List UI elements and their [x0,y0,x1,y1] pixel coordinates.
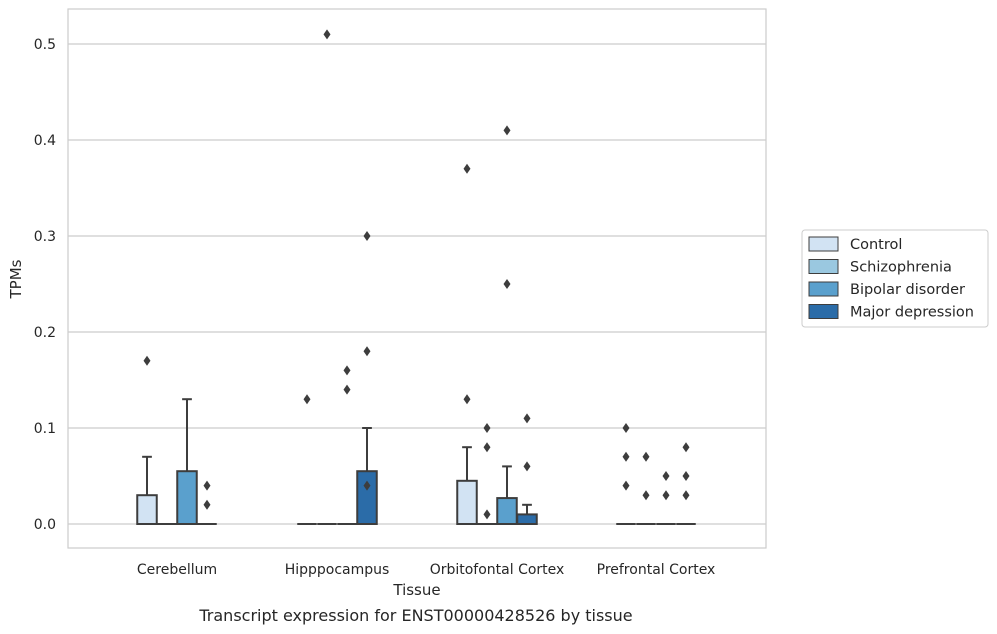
legend-swatch [808,304,839,319]
outlier-point [483,509,491,520]
box [456,479,478,525]
y-tick-label: 0.3 [34,229,56,245]
legend-items: Control Schizophrenia Bipolar disorder Majo… [808,236,974,321]
outlier-point [682,471,690,481]
y-tick-label: 0.1 [34,421,56,437]
plot-area-frame [67,8,767,549]
outlier-point [622,480,630,491]
outlier-point [343,365,351,376]
outlier-point [662,490,670,501]
legend-label: Major depression [850,305,974,321]
y-tick-label: 0.2 [34,325,56,341]
outlier-marks [143,29,690,520]
legend-label: Schizophrenia [850,260,952,276]
legend: Control Schizophrenia Bipolar disorder Majo… [801,229,989,328]
outlier-point [622,423,630,433]
y-tick-label: 0.4 [34,133,56,149]
legend-swatch [808,236,839,252]
outlier-point [503,125,511,136]
outlier-point [363,480,371,491]
outlier-point [642,490,650,501]
x-tick-label: Hipppocampus [285,562,390,578]
legend-swatch [808,259,839,274]
outlier-point [463,163,471,174]
outlier-point [523,461,531,472]
y-tick-labels: 0.0 0.1 0.2 0.3 0.4 0.5 [34,37,56,533]
y-tick-label: 0.5 [34,37,56,53]
outlier-point [523,413,531,424]
outlier-point [363,231,371,241]
box [496,497,518,525]
y-axis-label: TPMs [7,259,25,299]
legend-label: Control [850,237,902,253]
box [516,513,538,526]
box [356,470,378,526]
outlier-point [343,384,351,395]
outlier-point [463,394,471,405]
outlier-point [662,471,670,481]
x-axis-label: Tissue [392,581,440,599]
outlier-point [682,442,690,453]
box [136,494,158,526]
chart-caption: Transcript expression for ENST0000042852… [199,606,633,625]
x-tick-label: Orbitofontal Cortex [430,562,565,578]
outlier-point [323,29,331,40]
legend-swatch [808,281,839,297]
outlier-point [642,451,650,462]
outlier-point [503,279,511,289]
outlier-point [483,442,491,453]
outlier-point [483,423,491,433]
outlier-point [682,490,690,501]
outlier-point [203,499,211,510]
x-tick-label: Cerebellum [137,562,217,578]
outlier-point [363,346,371,357]
legend-frame [801,229,989,328]
box [176,470,198,526]
outlier-point [622,451,630,462]
legend-label: Bipolar disorder [850,282,965,298]
y-tick-label: 0.0 [34,517,56,533]
outlier-point [203,480,211,491]
grid-lines [68,43,766,525]
outlier-point [143,355,151,366]
box-marks [136,398,696,526]
x-tick-labels: Cerebellum Hipppocampus Orbitofontal Corte… [137,562,715,578]
outlier-point [303,394,311,405]
x-tick-label: Prefrontal Cortex [597,562,716,578]
